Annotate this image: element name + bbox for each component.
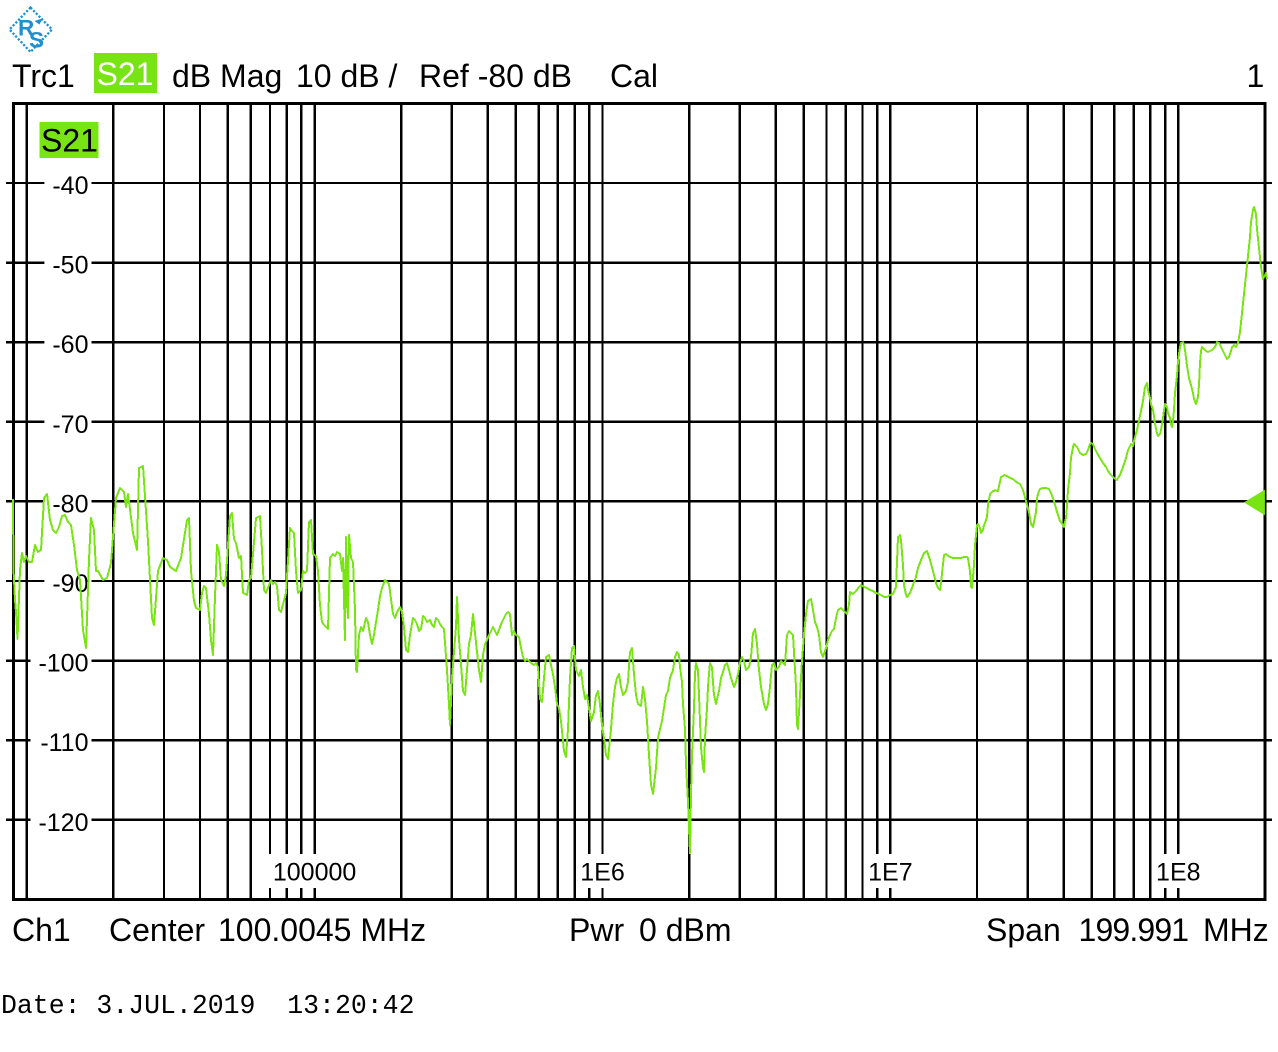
svg-text:S: S <box>29 28 44 53</box>
svg-text:-120: -120 <box>38 809 88 837</box>
svg-text:-80: -80 <box>52 490 88 518</box>
svg-text:100000: 100000 <box>273 859 356 887</box>
svg-text:1E6: 1E6 <box>580 859 624 887</box>
svg-text:-100: -100 <box>38 650 88 678</box>
svg-text:-60: -60 <box>52 331 88 359</box>
svg-text:-90: -90 <box>52 570 88 598</box>
svg-text:-50: -50 <box>52 252 88 280</box>
svg-text:R: R <box>18 16 34 41</box>
svg-text:-70: -70 <box>52 411 88 439</box>
svg-text:1E8: 1E8 <box>1156 859 1200 887</box>
svg-text:S21: S21 <box>41 123 98 159</box>
svg-text:-110: -110 <box>40 729 88 757</box>
svg-text:1E7: 1E7 <box>868 859 912 887</box>
svg-text:-40: -40 <box>52 172 88 200</box>
